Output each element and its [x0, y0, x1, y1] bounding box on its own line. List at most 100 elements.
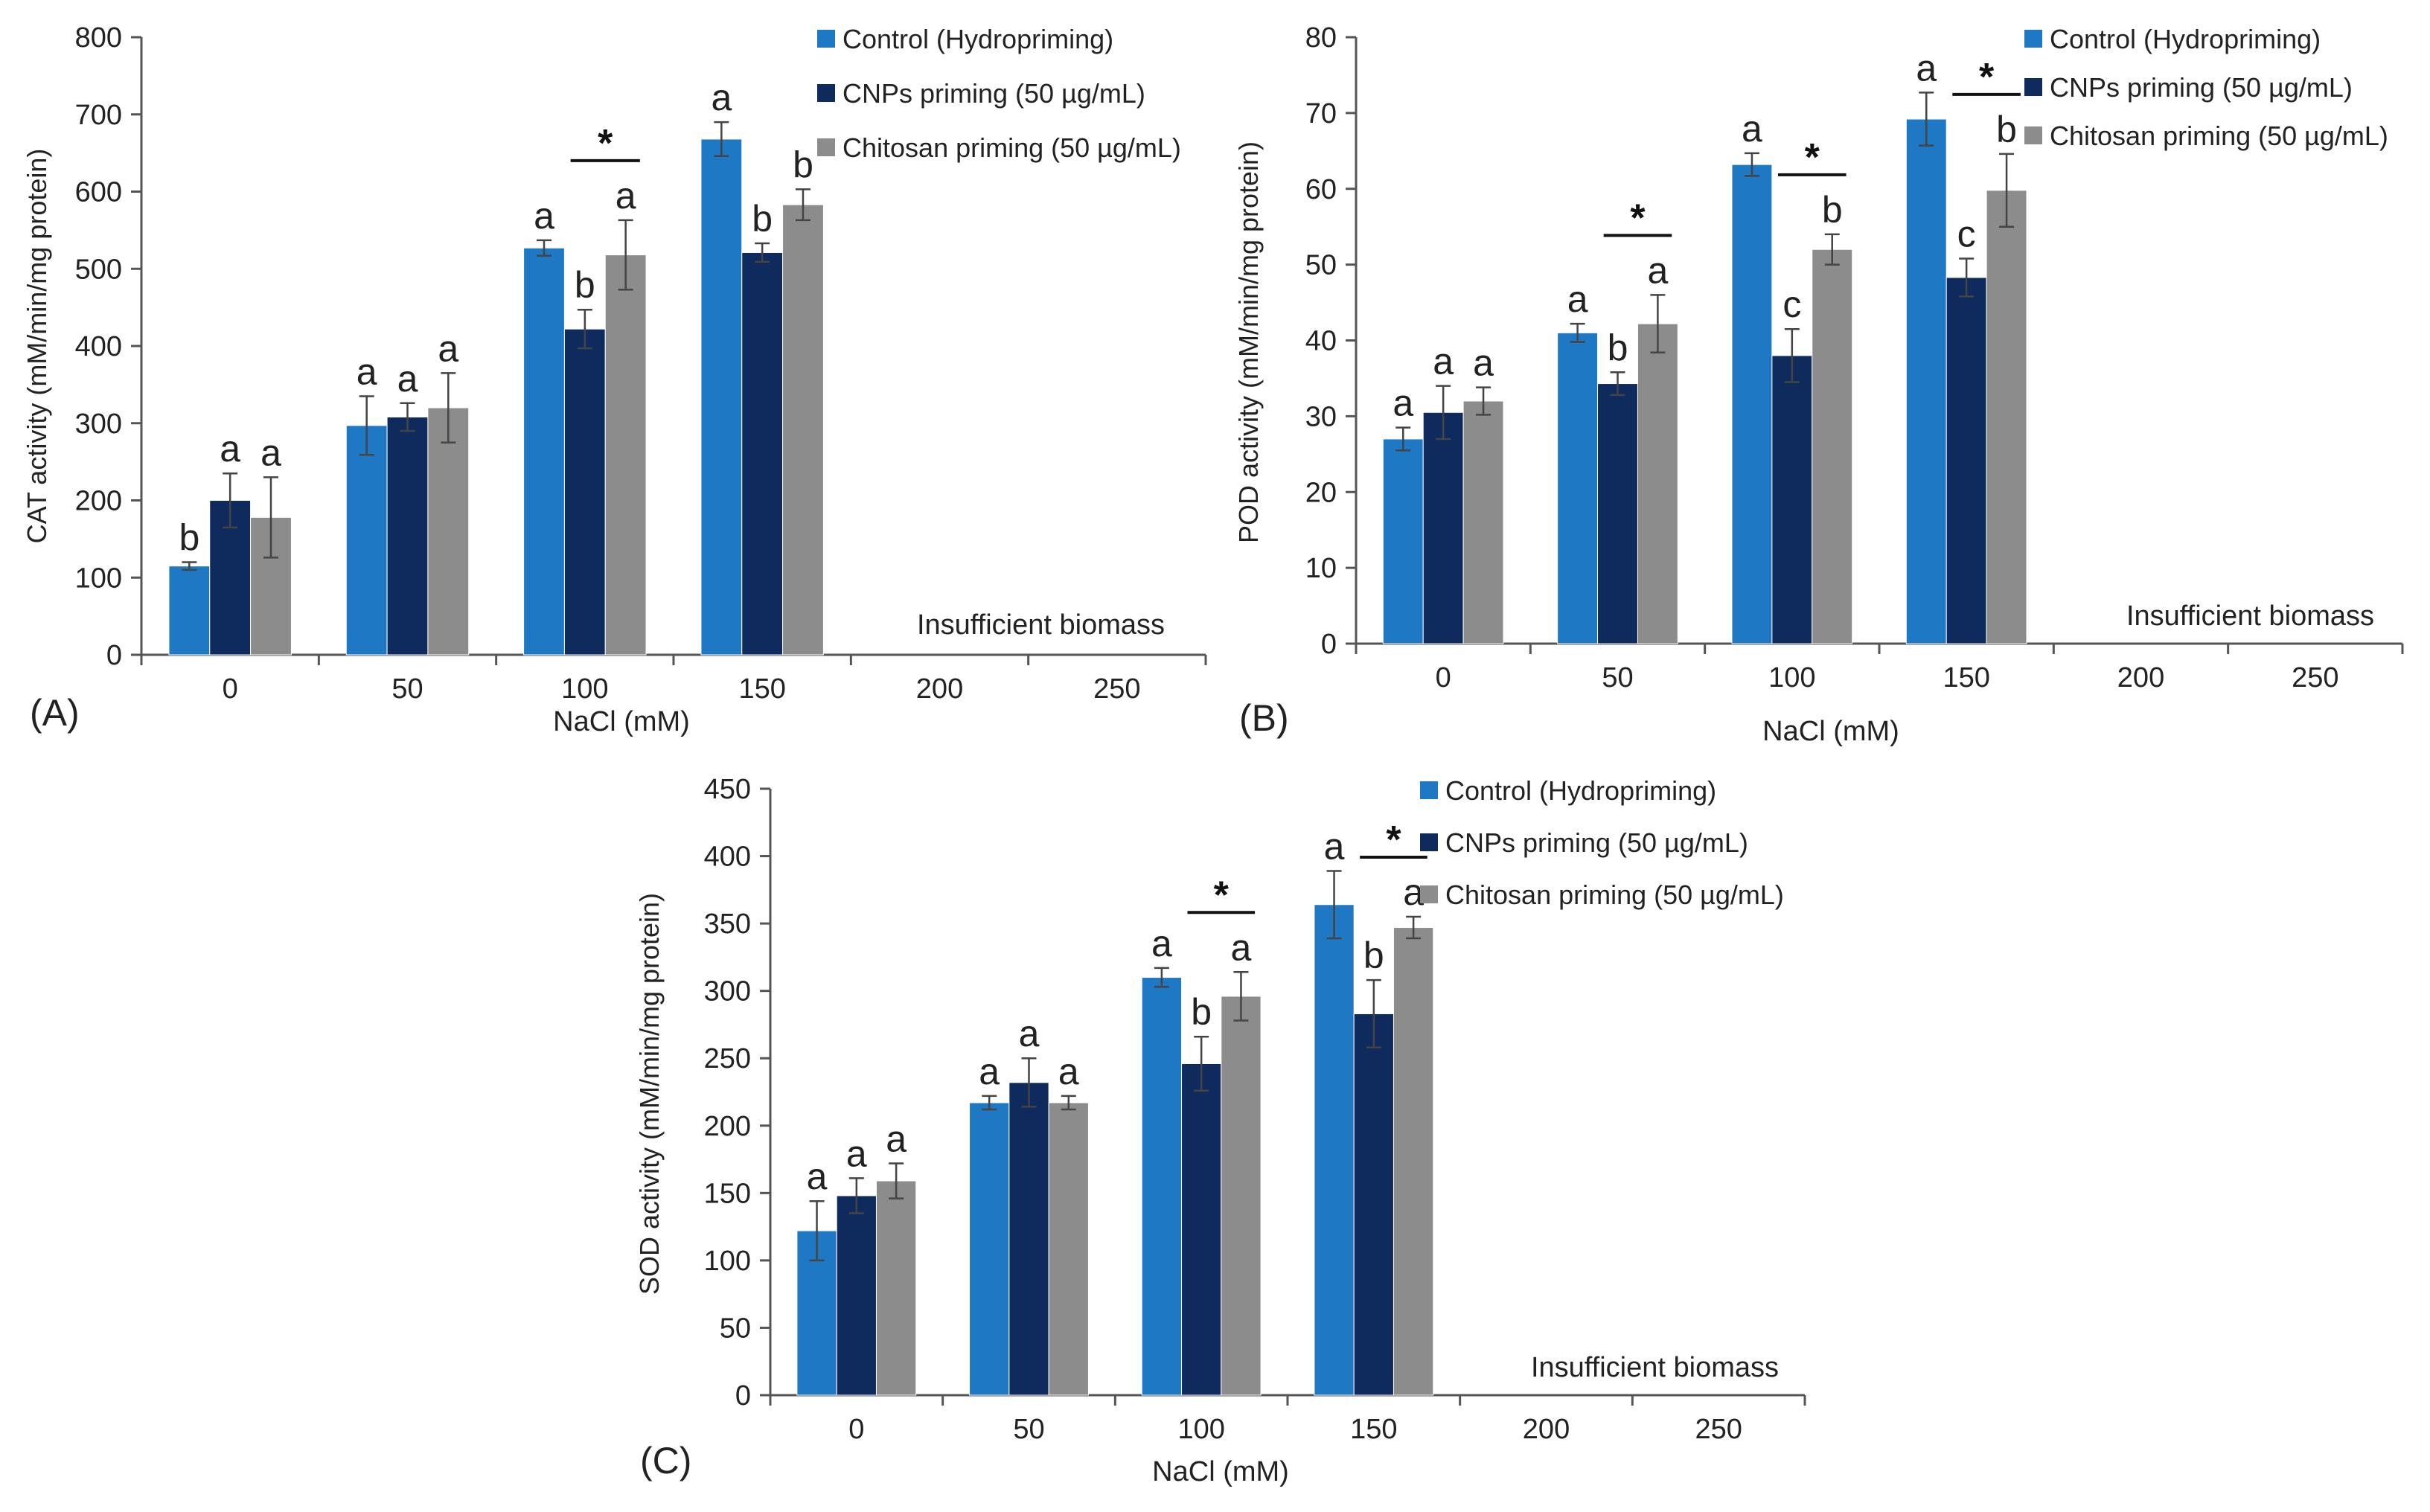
legend-label: Control (Hydropriming) — [1445, 775, 1716, 806]
panel-label: (C) — [640, 1440, 691, 1481]
legend-label: Chitosan priming (50 µg/mL) — [842, 132, 1181, 163]
x-tick-label: 0 — [848, 1414, 864, 1445]
significance-letter: a — [438, 327, 458, 369]
panel-label: (B) — [1239, 697, 1289, 739]
y-tick-label: 50 — [1305, 250, 1337, 281]
significance-letter: a — [711, 77, 732, 118]
significance-letter: a — [1393, 382, 1413, 424]
significance-letter: b — [1363, 935, 1384, 976]
y-tick-label: 300 — [75, 409, 122, 440]
bar — [1462, 400, 1504, 644]
significance-star: * — [1386, 819, 1401, 862]
bar — [1314, 904, 1355, 1396]
significance-star: * — [1630, 196, 1646, 240]
x-tick-label: 200 — [916, 673, 963, 705]
x-tick-label: 100 — [1177, 1414, 1224, 1445]
significance-star: * — [1805, 136, 1820, 179]
insufficient-biomass-note: Insufficient biomass — [2126, 600, 2374, 632]
bar — [427, 407, 470, 656]
significance-letter: b — [1191, 991, 1212, 1033]
panel-label: (A) — [30, 692, 80, 734]
bar — [563, 328, 606, 656]
bar — [1181, 1063, 1222, 1396]
significance-letter: c — [1782, 284, 1801, 325]
x-axis-label: NaCl (mM) — [553, 706, 690, 737]
bar — [875, 1180, 917, 1396]
y-tick-label: 800 — [75, 22, 122, 54]
bar — [1008, 1082, 1049, 1396]
legend-swatch — [817, 30, 835, 48]
significance-letter: a — [886, 1118, 907, 1159]
bar — [1597, 383, 1638, 644]
x-tick-label: 150 — [1350, 1414, 1397, 1445]
y-tick-label: 100 — [75, 563, 122, 594]
significance-letter: a — [1567, 278, 1588, 320]
significance-letter: b — [793, 144, 813, 185]
chart-panel-a: 0 100 200 300 400 500 600 700 800 0 50 100 150 200 250… — [22, 22, 1207, 737]
insufficient-biomass-note: Insufficient biomass — [1531, 1352, 1779, 1383]
insufficient-biomass-note: Insufficient biomass — [917, 609, 1165, 641]
bar — [836, 1195, 877, 1396]
legend-label: CNPs priming (50 µg/mL) — [2050, 72, 2353, 103]
bar — [1637, 323, 1678, 644]
x-tick-label: 250 — [2292, 662, 2338, 693]
bar — [1141, 977, 1183, 1396]
significance-letter: a — [846, 1133, 867, 1174]
bar — [386, 416, 429, 656]
x-tick-label: 200 — [2117, 662, 2164, 693]
y-tick-label: 200 — [75, 486, 122, 517]
significance-letter: a — [1742, 108, 1762, 150]
significance-letter: a — [807, 1156, 828, 1197]
bar — [604, 254, 647, 656]
legend-label: Control (Hydropriming) — [2050, 24, 2321, 54]
significance-letter: a — [1473, 342, 1494, 384]
bar — [1905, 118, 1947, 644]
significance-letter: b — [575, 264, 595, 306]
significance-letter: a — [616, 175, 636, 217]
significance-letter: c — [1957, 213, 1976, 254]
legend-swatch — [1420, 885, 1438, 903]
bar — [345, 425, 388, 656]
x-tick-label: 0 — [1436, 662, 1451, 693]
y-tick-label: 500 — [75, 254, 122, 285]
y-tick-label: 0 — [106, 640, 122, 671]
y-tick-label: 20 — [1305, 477, 1337, 508]
significance-letter: a — [1433, 341, 1454, 382]
significance-letter: a — [1231, 926, 1252, 968]
bar — [1221, 996, 1262, 1396]
y-tick-label: 70 — [1305, 98, 1337, 129]
significance-letter: a — [1151, 923, 1172, 964]
x-tick-label: 100 — [1768, 662, 1815, 693]
y-axis-label: SOD activity (mM/min/mg protein) — [634, 893, 665, 1295]
y-tick-label: 400 — [704, 842, 751, 873]
bar — [1353, 1013, 1394, 1396]
legend-swatch — [2024, 78, 2042, 96]
y-tick-label: 10 — [1305, 553, 1337, 584]
bar — [1812, 249, 1853, 644]
legend-swatch — [1420, 781, 1438, 799]
bar — [969, 1102, 1010, 1396]
chart-panel-b: 0 10 20 30 40 50 60 70 80 0 50 100 150 200 250 NaCl (mM… — [1233, 22, 2404, 747]
significance-star: * — [1979, 56, 1995, 99]
bar — [1557, 332, 1599, 644]
x-tick-label: 50 — [1602, 662, 1633, 693]
x-tick-label: 50 — [1013, 1414, 1044, 1445]
bar — [1422, 411, 1464, 644]
bar — [168, 566, 211, 656]
x-tick-label: 0 — [223, 673, 238, 705]
significance-letter: b — [1996, 109, 2017, 150]
bar — [1382, 438, 1424, 644]
significance-letter: b — [1608, 327, 1628, 368]
significance-letter: a — [220, 428, 240, 470]
legend-label: CNPs priming (50 µg/mL) — [1445, 827, 1748, 858]
significance-letter: b — [752, 198, 773, 240]
significance-letter: a — [534, 195, 554, 237]
significance-star: * — [1214, 874, 1230, 917]
y-axis-label: POD activity (mM/min/mg protein) — [1233, 141, 1264, 543]
x-tick-label: 100 — [561, 673, 608, 705]
bar — [523, 247, 565, 656]
bar — [1393, 927, 1434, 1396]
legend-swatch — [817, 138, 835, 156]
legend-swatch — [2024, 30, 2042, 48]
y-tick-label: 400 — [75, 331, 122, 362]
